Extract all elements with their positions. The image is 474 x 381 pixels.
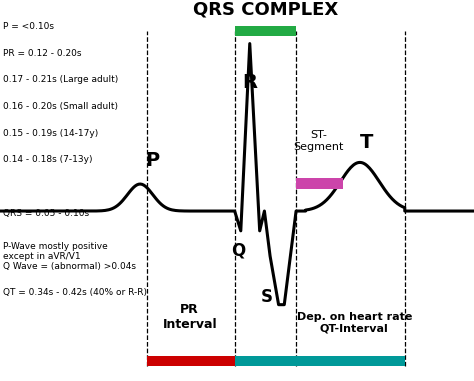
Text: QT = 0.34s - 0.42s (40% or R-R): QT = 0.34s - 0.42s (40% or R-R) xyxy=(3,288,147,298)
Text: Q Wave = (abnormal) >0.04s: Q Wave = (abnormal) >0.04s xyxy=(3,262,136,271)
Text: 0.15 - 0.19s (14-17y): 0.15 - 0.19s (14-17y) xyxy=(3,128,98,138)
Bar xyxy=(235,356,405,366)
Bar xyxy=(296,178,343,189)
Text: 0.16 - 0.20s (Small adult): 0.16 - 0.20s (Small adult) xyxy=(3,102,118,111)
Text: P: P xyxy=(145,150,159,170)
Text: PR
Interval: PR Interval xyxy=(163,303,217,331)
Bar xyxy=(235,26,296,36)
Text: PR = 0.12 - 0.20s: PR = 0.12 - 0.20s xyxy=(3,49,82,58)
Text: R: R xyxy=(242,73,257,92)
Text: QRS = 0.05 - 0.10s: QRS = 0.05 - 0.10s xyxy=(3,208,89,218)
Text: S: S xyxy=(260,288,272,306)
Text: Dep. on heart rate
QT-Interval: Dep. on heart rate QT-Interval xyxy=(297,312,412,333)
Text: 0.14 - 0.18s (7-13y): 0.14 - 0.18s (7-13y) xyxy=(3,155,92,164)
Text: P-Wave mostly positive
except in aVR/V1: P-Wave mostly positive except in aVR/V1 xyxy=(3,242,108,261)
Text: T: T xyxy=(360,133,374,152)
Text: P = <0.10s: P = <0.10s xyxy=(3,22,54,31)
Text: 0.17 - 0.21s (Large adult): 0.17 - 0.21s (Large adult) xyxy=(3,75,118,84)
Text: Q: Q xyxy=(231,242,245,259)
Text: ST-
Segment: ST- Segment xyxy=(293,130,344,152)
Text: QRS COMPLEX: QRS COMPLEX xyxy=(193,0,338,18)
Bar xyxy=(147,356,235,366)
